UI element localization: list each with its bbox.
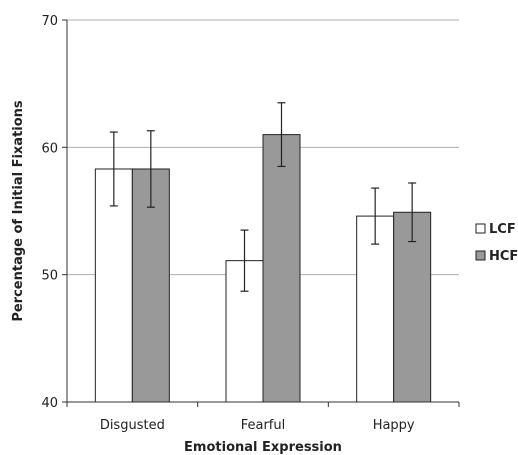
x-tick-label: Disgusted [100, 418, 165, 433]
bars [94, 134, 432, 403]
error-bars [109, 102, 417, 292]
y-tick-label: 60 [41, 141, 58, 156]
x-axis-title: Emotional Expression [184, 440, 342, 455]
legend: LCF HCF [475, 222, 518, 264]
y-tick-label: 50 [41, 269, 58, 284]
legend-label-lcf: LCF [489, 222, 516, 237]
bar-hcf-fearful [262, 134, 301, 403]
y-ticks: 40 50 60 70 [41, 14, 67, 411]
axes [66, 20, 459, 403]
y-tick-label: 70 [41, 14, 58, 29]
x-tick-label: Fearful [241, 418, 286, 433]
y-axis-title: Percentage of Initial Fixations [11, 100, 26, 322]
x-tick-label: Happy [373, 418, 415, 433]
y-tick-label: 40 [41, 396, 58, 411]
legend-swatch-hcf [475, 250, 486, 261]
legend-label-hcf: HCF [489, 249, 518, 264]
legend-swatch-lcf [475, 223, 486, 234]
bar-lcf-disgusted [94, 168, 133, 403]
x-ticks: Disgusted Fearful Happy [66, 402, 460, 433]
